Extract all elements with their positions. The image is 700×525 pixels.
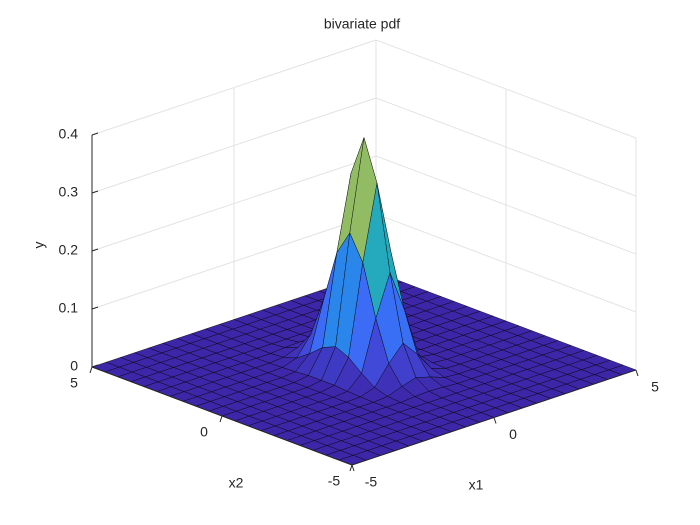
tick-mark: [91, 132, 99, 136]
x1-axis-label: x1: [469, 477, 484, 493]
tick-mark: [635, 369, 639, 377]
y-axis-label: y: [31, 242, 47, 249]
y-tick-label: 0: [70, 358, 78, 374]
x2-axis-label: x2: [229, 475, 244, 491]
tick-mark: [351, 464, 355, 472]
tick-mark: [493, 417, 497, 424]
chart-title: bivariate pdf: [324, 16, 400, 32]
x1-tick-label: -5: [365, 474, 378, 490]
tick-mark: [349, 464, 353, 472]
x1-tick-label: 5: [651, 379, 659, 395]
x2-tick-label: 0: [200, 424, 208, 440]
tick-mark: [91, 306, 99, 310]
tick-mark: [89, 366, 93, 374]
y-tick-label: 0.3: [59, 184, 79, 200]
y-tick-label: 0.2: [59, 242, 79, 258]
tick-mark: [219, 415, 223, 423]
x2-tick-label: -5: [328, 473, 341, 489]
tick-mark: [91, 190, 99, 194]
x1-tick-label: 0: [509, 426, 517, 442]
y-tick-label: 0.1: [59, 300, 79, 316]
tick-mark: [91, 248, 99, 252]
x2-tick-label: 5: [70, 375, 78, 391]
tick-mark: [91, 364, 99, 368]
y-tick-label: 0.4: [59, 126, 79, 142]
